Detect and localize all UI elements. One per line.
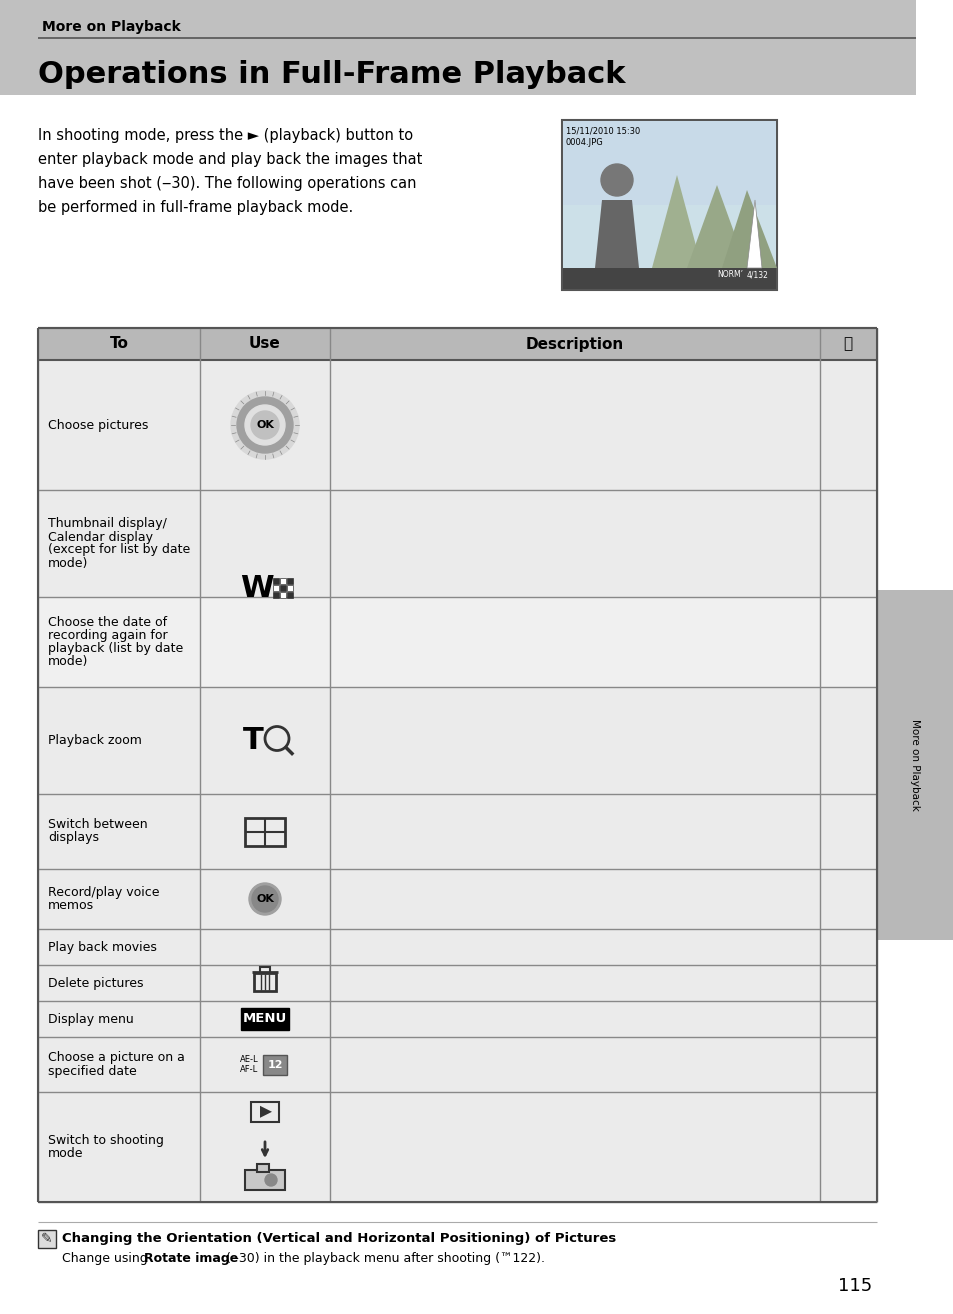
Bar: [38, 597, 876, 687]
Text: Use: Use: [249, 336, 280, 352]
Bar: [287, 585, 293, 590]
Bar: [38, 1037, 876, 1092]
Bar: [256, 1164, 269, 1172]
Polygon shape: [595, 200, 639, 268]
Polygon shape: [651, 175, 701, 268]
Text: OK: OK: [255, 894, 274, 904]
Circle shape: [245, 405, 285, 445]
Circle shape: [249, 883, 281, 915]
Text: More on Playback: More on Playback: [909, 719, 920, 811]
Bar: [245, 1169, 285, 1190]
Text: 15/11/2010 15:30: 15/11/2010 15:30: [565, 126, 639, 135]
Bar: [280, 585, 286, 590]
Text: Choose pictures: Choose pictures: [48, 418, 149, 431]
Circle shape: [252, 886, 277, 912]
Bar: [38, 328, 876, 360]
Text: memos: memos: [48, 899, 94, 912]
Text: More on Playback: More on Playback: [42, 20, 180, 34]
Bar: [253, 972, 275, 991]
Text: 4/132: 4/132: [746, 269, 768, 279]
Text: Playback zoom: Playback zoom: [48, 735, 142, 746]
Bar: [280, 577, 286, 583]
Text: mode): mode): [48, 654, 89, 668]
Text: be performed in full-frame playback mode.: be performed in full-frame playback mode…: [38, 200, 353, 215]
Bar: [38, 490, 876, 597]
Bar: [38, 929, 876, 964]
Text: NORM’: NORM’: [717, 269, 742, 279]
Bar: [561, 120, 776, 290]
Text: W: W: [240, 574, 274, 603]
Bar: [562, 205, 775, 268]
Text: OK: OK: [255, 420, 274, 430]
Circle shape: [265, 1173, 276, 1187]
Polygon shape: [686, 185, 746, 268]
Text: Thumbnail display/: Thumbnail display/: [48, 518, 167, 531]
Text: Changing the Orientation (Vertical and Horizontal Positioning) of Pictures: Changing the Orientation (Vertical and H…: [62, 1233, 616, 1244]
Text: enter playback mode and play back the images that: enter playback mode and play back the im…: [38, 152, 422, 167]
Bar: [273, 591, 278, 598]
Bar: [245, 817, 285, 845]
Text: Delete pictures: Delete pictures: [48, 976, 143, 989]
Polygon shape: [746, 200, 761, 268]
Text: Change using: Change using: [62, 1252, 152, 1265]
Text: Choose the date of: Choose the date of: [48, 616, 167, 629]
Text: (except for list by date: (except for list by date: [48, 544, 190, 557]
Text: 0004.JPG: 0004.JPG: [565, 138, 603, 147]
Bar: [287, 577, 293, 583]
Circle shape: [600, 164, 633, 196]
Bar: [38, 360, 876, 490]
Text: specified date: specified date: [48, 1064, 136, 1077]
Text: Rotate image: Rotate image: [144, 1252, 238, 1265]
Text: T: T: [242, 727, 263, 756]
Text: mode: mode: [48, 1147, 84, 1160]
Bar: [38, 687, 876, 794]
Text: Calendar display: Calendar display: [48, 531, 152, 544]
Text: AE-L
AF-L: AE-L AF-L: [239, 1055, 258, 1075]
Text: 115: 115: [837, 1277, 871, 1296]
Text: In shooting mode, press the ► (playback) button to: In shooting mode, press the ► (playback)…: [38, 127, 413, 143]
Text: Operations in Full-Frame Playback: Operations in Full-Frame Playback: [38, 60, 625, 89]
Text: Switch between: Switch between: [48, 819, 148, 832]
Bar: [38, 794, 876, 869]
Circle shape: [251, 411, 278, 439]
Polygon shape: [721, 191, 776, 268]
Bar: [38, 1230, 56, 1248]
Text: To: To: [110, 336, 129, 352]
Bar: [0, 0, 915, 95]
Text: (‒30) in the playback menu after shooting (™122).: (‒30) in the playback menu after shootin…: [222, 1252, 544, 1265]
Bar: [38, 869, 876, 929]
Text: Display menu: Display menu: [48, 1013, 133, 1025]
Text: Description: Description: [525, 336, 623, 352]
Bar: [562, 121, 775, 206]
Bar: [38, 964, 876, 1001]
Text: Record/play voice: Record/play voice: [48, 886, 159, 899]
Bar: [263, 1055, 287, 1075]
Bar: [287, 591, 293, 598]
Text: MENU: MENU: [243, 1013, 287, 1025]
Bar: [38, 1001, 876, 1037]
Bar: [38, 1092, 876, 1202]
Text: playback (list by date: playback (list by date: [48, 643, 183, 654]
Text: Choose a picture on a: Choose a picture on a: [48, 1051, 185, 1064]
Text: recording again for: recording again for: [48, 629, 168, 643]
Text: mode): mode): [48, 557, 89, 569]
Circle shape: [236, 397, 293, 453]
Text: ✎: ✎: [41, 1233, 52, 1246]
Bar: [876, 590, 953, 940]
Text: displays: displays: [48, 832, 99, 845]
Polygon shape: [260, 1106, 272, 1118]
Bar: [280, 591, 286, 598]
Bar: [273, 577, 278, 583]
Bar: [260, 967, 270, 972]
Text: have been shot (‒30). The following operations can: have been shot (‒30). The following oper…: [38, 176, 416, 191]
Bar: [251, 1102, 278, 1122]
Bar: [241, 1008, 289, 1030]
Bar: [273, 585, 278, 590]
Circle shape: [231, 392, 298, 459]
Text: Play back movies: Play back movies: [48, 941, 156, 954]
Text: 📖: 📖: [842, 336, 852, 352]
Bar: [562, 268, 775, 289]
Text: Switch to shooting: Switch to shooting: [48, 1134, 164, 1147]
Text: 12: 12: [267, 1059, 282, 1070]
